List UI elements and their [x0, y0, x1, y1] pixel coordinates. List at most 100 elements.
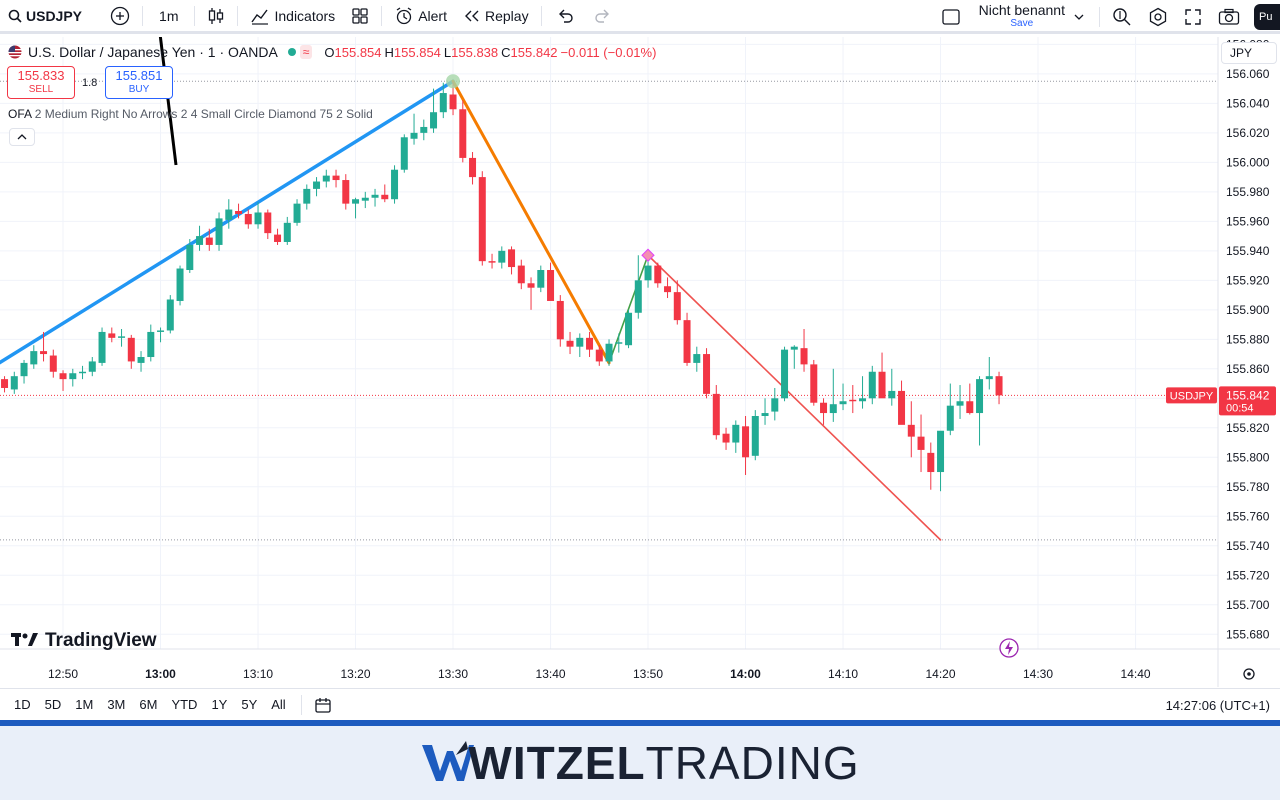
snapshot-button[interactable] [1210, 0, 1248, 34]
candle-body [839, 401, 847, 405]
candle-body [283, 222, 291, 242]
alert-label: Alert [418, 7, 447, 24]
legend-collapse-button[interactable] [9, 128, 35, 146]
redo-button[interactable] [584, 0, 622, 33]
chart-type-button[interactable] [199, 0, 233, 33]
close-label: C [501, 44, 511, 60]
toolbar-separator [142, 5, 144, 26]
indicators-button[interactable]: Indicators [242, 0, 343, 33]
brand-divider [0, 720, 1280, 726]
candle-body [118, 336, 126, 338]
candle-body [859, 398, 867, 402]
range-button-1y[interactable]: 1Y [211, 697, 228, 712]
brand-footer: WITZELTRADING [0, 726, 1280, 800]
range-button-1d[interactable]: 1D [14, 697, 31, 712]
range-button-ytd[interactable]: YTD [171, 697, 198, 712]
price-tick-label: 155.960 [1226, 214, 1270, 228]
candle-body [683, 320, 691, 363]
price-tick-label: 155.800 [1226, 450, 1270, 464]
redo-icon [594, 9, 609, 23]
timezone-clock[interactable]: 14:27:06 (UTC+1) [1165, 698, 1270, 713]
buy-button[interactable]: 155.851 BUY [105, 66, 173, 99]
symbol-title[interactable]: U.S. Dollar / Japanese Yen · 1 · OANDA [28, 44, 278, 60]
range-button-5y[interactable]: 5Y [241, 697, 258, 712]
wave-icon[interactable]: ≈ [299, 45, 313, 59]
candle-body [313, 181, 321, 189]
currency-selector[interactable]: JPY [1221, 42, 1277, 64]
candle-body [361, 197, 369, 201]
candle-body [644, 265, 652, 281]
candle-body [985, 376, 993, 380]
range-button-3m[interactable]: 3M [107, 697, 126, 712]
candle-body [215, 218, 223, 245]
tradingview-wordmark: TradingView [45, 630, 157, 651]
fullscreen-button[interactable] [1176, 0, 1210, 34]
candle-body [30, 351, 38, 365]
brand-w-logo-icon [422, 741, 475, 781]
indicators-chart-icon [251, 9, 269, 25]
range-button-6m[interactable]: 6M [139, 697, 158, 712]
price-tick-label: 156.060 [1226, 67, 1270, 81]
candle-body [186, 244, 194, 271]
candle-body [673, 292, 681, 321]
candle-body [1, 379, 9, 388]
sell-label: SELL [28, 83, 54, 95]
price-chart[interactable]: 156.080156.060156.040156.020156.000155.9… [0, 37, 1280, 687]
rewind-icon [464, 10, 479, 21]
zoom-search-icon [1113, 8, 1131, 26]
publish-button[interactable]: Pu [1254, 4, 1280, 30]
close-value: 155.842 [510, 44, 558, 60]
range-button-5d[interactable]: 5D [44, 697, 62, 712]
candle-body [956, 401, 964, 406]
replay-label: Replay [484, 7, 529, 24]
layout-name-button[interactable]: Nicht benannt Save [969, 0, 1095, 34]
chart-area[interactable]: 156.080156.060156.040156.020156.000155.9… [0, 37, 1280, 687]
price-tick-label: 155.680 [1226, 627, 1270, 641]
candle-body [303, 188, 311, 204]
candle-body [459, 109, 467, 158]
goto-date-button[interactable] [306, 688, 340, 722]
sell-button[interactable]: 155.833 SELL [7, 66, 75, 99]
quick-search-button[interactable] [1104, 0, 1140, 34]
symbol-price-tag-bg [1166, 387, 1217, 404]
zigzag-segment-2 [451, 79, 611, 365]
candle-body [79, 371, 87, 374]
zigzag-segment-3 [608, 254, 649, 364]
candle-body [420, 126, 428, 133]
candle-body [527, 283, 535, 288]
replay-button[interactable]: Replay [455, 0, 537, 33]
chart-legend: U.S. Dollar / Japanese Yen · 1 · OANDA ≈… [8, 44, 659, 60]
compare-symbol-button[interactable] [102, 0, 138, 33]
templates-button[interactable] [343, 0, 377, 33]
range-button-1m[interactable]: 1M [75, 697, 94, 712]
candle-body [235, 211, 243, 214]
candle-body [849, 399, 857, 402]
candle-body [790, 346, 798, 350]
toolbar-right: Nicht benannt Save Pu [933, 0, 1280, 34]
candle-body [508, 249, 516, 268]
bottom-toolbar: 1D 5D 1M 3M 6M YTD 1Y 5Y All 14:27:06 (UTC+1) [0, 688, 1280, 720]
layout-checkbox[interactable] [933, 0, 969, 34]
undo-button[interactable] [546, 0, 584, 33]
time-tick-label: 14:20 [925, 667, 955, 681]
settings-button[interactable] [1140, 0, 1176, 34]
candle-body [254, 212, 262, 225]
gear-icon [1149, 7, 1167, 27]
tradingview-logo[interactable]: TradingView [11, 630, 157, 652]
interval-button[interactable]: 1m [147, 0, 190, 33]
candle-body [381, 194, 389, 200]
candle-body [147, 331, 155, 358]
candle-body [332, 175, 340, 181]
range-button-all[interactable]: All [271, 697, 286, 712]
toolbar-separator [300, 694, 302, 715]
candle-body [868, 371, 876, 399]
time-axis-settings-icon[interactable] [1243, 668, 1255, 680]
alert-button[interactable]: Alert [386, 0, 455, 33]
symbol-search-button[interactable]: USDJPY [0, 0, 90, 33]
time-axis-settings-dot [1247, 672, 1251, 676]
pivot-circle-marker [446, 74, 461, 89]
lightning-bolt-icon [1005, 641, 1013, 655]
toolbar-separator [381, 5, 383, 26]
indicator-legend[interactable]: OFA 2 Medium Right No Arrows 2 4 Small C… [8, 107, 373, 121]
top-toolbar: USDJPY 1m Indicators Alert Replay [0, 0, 1280, 34]
